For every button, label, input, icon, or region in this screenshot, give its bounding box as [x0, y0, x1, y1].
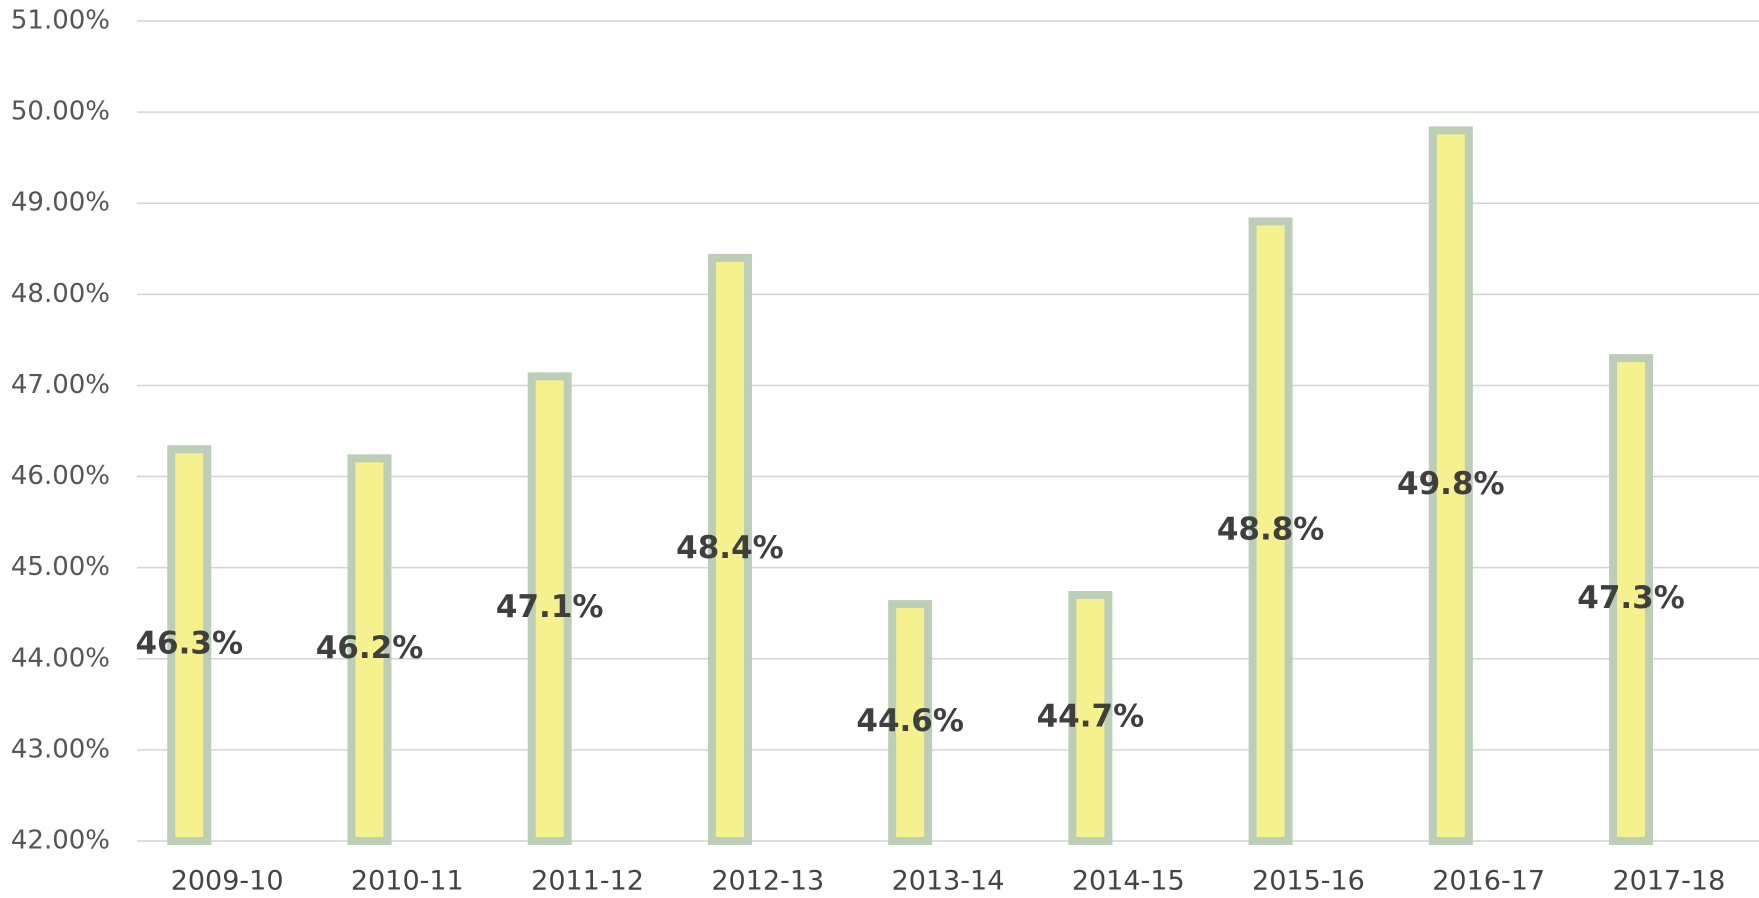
y-tick-label: 48.00% — [11, 279, 110, 309]
bar — [1609, 354, 1654, 845]
x-tick-label: 2017-18 — [1612, 866, 1725, 897]
value-label: 48.8% — [1217, 512, 1325, 548]
x-tick-label: 2014-15 — [1072, 866, 1185, 897]
x-tick-label: 2010-11 — [351, 866, 464, 897]
bar — [167, 445, 212, 845]
y-tick-label: 46.00% — [11, 461, 110, 491]
x-tick-label: 2011-12 — [531, 866, 644, 897]
y-tick-label: 42.00% — [11, 826, 110, 856]
y-tick-label: 47.00% — [11, 370, 110, 400]
x-tick-label: 2009-10 — [171, 866, 284, 897]
y-tick-label: 51.00% — [11, 6, 110, 36]
y-tick-label: 45.00% — [11, 552, 110, 582]
y-tick-label: 49.00% — [11, 188, 110, 218]
bar — [1068, 591, 1113, 845]
value-label: 44.7% — [1037, 699, 1145, 735]
x-tick-label: 2012-13 — [711, 866, 824, 897]
bar — [527, 372, 572, 845]
value-label: 44.6% — [856, 703, 964, 739]
x-tick-label: 2013-14 — [892, 866, 1005, 897]
value-label: 47.3% — [1577, 580, 1685, 616]
x-tick-label: 2016-17 — [1432, 866, 1545, 897]
bar — [1428, 126, 1473, 846]
value-label: 46.2% — [316, 630, 424, 666]
value-label: 47.1% — [496, 589, 604, 625]
x-tick-label: 2015-16 — [1252, 866, 1365, 897]
value-label: 49.8% — [1397, 466, 1505, 502]
y-tick-label: 50.00% — [11, 97, 110, 127]
bar — [347, 454, 392, 845]
bar — [1248, 217, 1293, 845]
bar — [707, 253, 752, 845]
y-tick-label: 43.00% — [11, 734, 110, 764]
value-label: 46.3% — [135, 626, 243, 662]
value-label: 48.4% — [676, 530, 784, 566]
y-tick-label: 44.00% — [11, 643, 110, 673]
bar — [888, 600, 933, 845]
